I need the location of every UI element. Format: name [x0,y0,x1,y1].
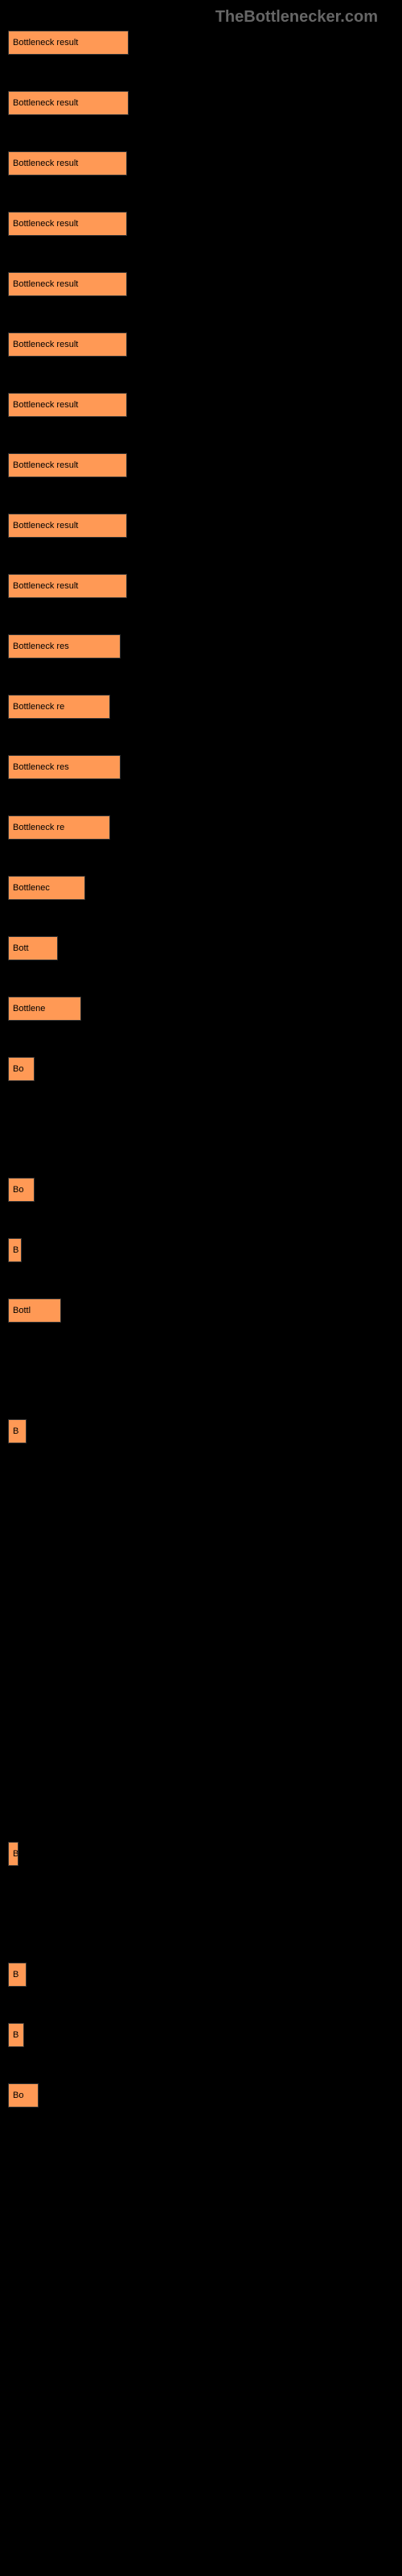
bar-row [8,1480,394,1504]
bar-row: Bottleneck result [8,91,394,115]
bar-row: B [8,1963,394,1987]
chart-bar[interactable]: Bottleneck result [8,91,129,115]
bar-label: Bo [13,1185,23,1195]
bar-label: Bottlenec [13,883,50,893]
bar-row [8,1600,394,1624]
chart-bar[interactable]: Bottleneck result [8,212,127,236]
chart-bar[interactable]: Bott [8,936,58,960]
chart-bar[interactable]: Bottleneck result [8,332,127,357]
bar-row [8,1359,394,1383]
chart-bar[interactable]: Bottleneck result [8,151,127,175]
bar-row: Bo [8,1178,394,1202]
chart-bar[interactable]: Bottleneck result [8,393,127,417]
bar-label: Bottleneck re [13,823,64,832]
bar-label: B [13,1245,18,1255]
bar-row [8,1721,394,1745]
bar-label: B [13,1426,18,1436]
chart-bar[interactable]: Bo [8,1178,35,1202]
bar-row: B [8,1238,394,1262]
bar-row: Bottleneck re [8,815,394,840]
bar-label: Bottleneck result [13,219,78,229]
bar-label: Bottleneck result [13,460,78,470]
bar-row: Bottleneck res [8,634,394,658]
bar-label: Bottleneck result [13,159,78,168]
bar-row: Bo [8,1057,394,1081]
bar-label: Bottleneck result [13,581,78,591]
bar-label: Bottleneck res [13,762,69,772]
chart-bar[interactable]: Bottleneck result [8,453,127,477]
chart-bar[interactable]: B [8,1963,27,1987]
bar-row: Bottleneck result [8,272,394,296]
chart-bar[interactable]: B [8,1419,27,1443]
chart-bar[interactable]: Bo [8,2083,39,2107]
bar-label: Bottleneck result [13,98,78,108]
bar-label: Bottleneck result [13,38,78,47]
bar-label: Bott [13,943,29,953]
bar-row: Bottlene [8,997,394,1021]
bar-row: Bottleneck result [8,574,394,598]
chart-bar[interactable]: Bo [8,1057,35,1081]
bar-row [8,1117,394,1141]
bar-row [8,1781,394,1806]
bar-row [8,1902,394,1926]
bar-label: Bottleneck res [13,642,69,651]
bar-row: Bottleneck res [8,755,394,779]
bar-row: Bottleneck result [8,453,394,477]
bar-row: Bottleneck result [8,212,394,236]
bar-label: Bo [13,2091,23,2100]
chart-bar[interactable]: Bottleneck re [8,695,110,719]
chart-bar[interactable]: B [8,2023,24,2047]
bar-row [8,1661,394,1685]
chart-container: Bottleneck result Bottleneck result Bottle… [0,31,402,2107]
chart-bar[interactable]: Bottlene [8,997,81,1021]
bar-row: Bottleneck result [8,31,394,55]
bar-label: Bottleneck result [13,521,78,530]
bar-row: B [8,1419,394,1443]
bar-label: B [13,1849,18,1859]
bar-row: Bottleneck re [8,695,394,719]
bar-label: Bo [13,1064,23,1074]
bar-row: Bo [8,2083,394,2107]
bar-row: Bottleneck result [8,332,394,357]
bar-row: Bottleneck result [8,151,394,175]
chart-bar[interactable]: B [8,1842,18,1866]
bar-label: Bottleneck result [13,279,78,289]
chart-bar[interactable]: Bottlenec [8,876,85,900]
chart-bar[interactable]: Bottleneck result [8,514,127,538]
bar-label: B [13,2030,18,2040]
chart-bar[interactable]: Bottleneck res [8,634,121,658]
bar-row [8,1540,394,1564]
bar-row: Bottleneck result [8,393,394,417]
bar-label: Bottleneck result [13,400,78,410]
bar-row: Bott [8,936,394,960]
chart-bar[interactable]: Bottleneck result [8,272,127,296]
chart-bar[interactable]: Bottleneck re [8,815,110,840]
bar-row: B [8,2023,394,2047]
chart-bar[interactable]: Bottleneck result [8,31,129,55]
chart-bar[interactable]: Bottleneck res [8,755,121,779]
bar-label: B [13,1970,18,1979]
chart-bar[interactable]: Bottleneck result [8,574,127,598]
bar-row: B [8,1842,394,1866]
bar-label: Bottleneck re [13,702,64,712]
bar-row: Bottleneck result [8,514,394,538]
bar-label: Bottl [13,1306,31,1315]
bar-label: Bottleneck result [13,340,78,349]
chart-bar[interactable]: B [8,1238,22,1262]
watermark-text: TheBottlenecker.com [0,0,402,31]
bar-row: Bottlenec [8,876,394,900]
chart-bar[interactable]: Bottl [8,1298,61,1323]
bar-row: Bottl [8,1298,394,1323]
bar-label: Bottlene [13,1004,45,1013]
